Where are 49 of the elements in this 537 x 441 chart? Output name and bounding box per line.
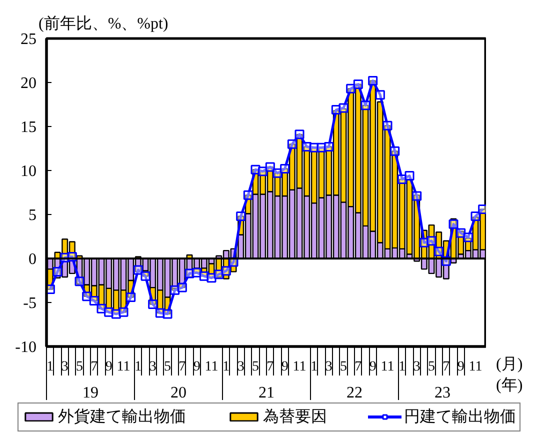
x-axis-title: (月) (496, 355, 523, 375)
x-tick-label: 1 (134, 360, 142, 374)
y-tick-label: 15 (20, 119, 36, 136)
x-tick-label: 9 (105, 360, 112, 374)
x-tick-label: 11 (292, 360, 306, 374)
x-tick-label: 5 (428, 360, 435, 374)
x-tick-label: 5 (252, 360, 259, 374)
x-tick-label: 3 (325, 360, 332, 374)
x-tick-label: 1 (222, 360, 230, 374)
x-tick-label: 9 (457, 360, 464, 374)
x-tick-label: 9 (281, 360, 288, 374)
y-tick-label: 20 (20, 75, 36, 92)
x-tick-label: 7 (178, 360, 186, 374)
y-tick-label: 10 (20, 163, 36, 180)
x2-tick-label: 23 (434, 384, 450, 402)
x-tick-label: 5 (164, 360, 171, 374)
y-tick-label: -10 (15, 339, 36, 356)
x2-axis-title: (年) (496, 376, 523, 396)
y-tick-label: 25 (20, 31, 36, 48)
legend-label: 円建て輸出物価 (404, 407, 516, 427)
y-tick-label: 5 (28, 207, 36, 224)
y-tick-label: 0 (28, 251, 36, 268)
x-tick-label: 7 (442, 360, 450, 374)
x2-tick-label: 21 (258, 384, 274, 402)
x2-tick-label: 19 (82, 384, 98, 402)
x-tick-label: 11 (468, 360, 482, 374)
x-tick-label: 1 (398, 360, 406, 374)
x-tick-label: 5 (340, 360, 347, 374)
x-tick-label: 11 (116, 360, 130, 374)
x-tick-label: 3 (237, 360, 244, 374)
x-tick-label: 3 (149, 360, 156, 374)
x-tick-label: 7 (266, 360, 274, 374)
x-tick-label: 3 (413, 360, 420, 374)
x-tick-label: 1 (310, 360, 318, 374)
legend-label: 為替要因 (263, 407, 327, 427)
x-tick-label: 7 (90, 360, 98, 374)
x-tick-label: 11 (380, 360, 394, 374)
x-tick-label: 3 (61, 360, 68, 374)
x-tick-label: 9 (369, 360, 376, 374)
x-tick-label: 5 (76, 360, 83, 374)
y-tick-label: -5 (23, 295, 36, 312)
y-axis-title: (前年比、%、%pt) (38, 14, 168, 32)
x-tick-label: 1 (46, 360, 54, 374)
x-tick-label: 7 (354, 360, 362, 374)
x2-tick-label: 22 (346, 384, 362, 402)
x-tick-label: 9 (193, 360, 200, 374)
x-tick-label: 11 (204, 360, 218, 374)
x2-tick-label: 20 (170, 384, 186, 402)
legend-label: 外貨建て輸出物価 (58, 407, 186, 427)
